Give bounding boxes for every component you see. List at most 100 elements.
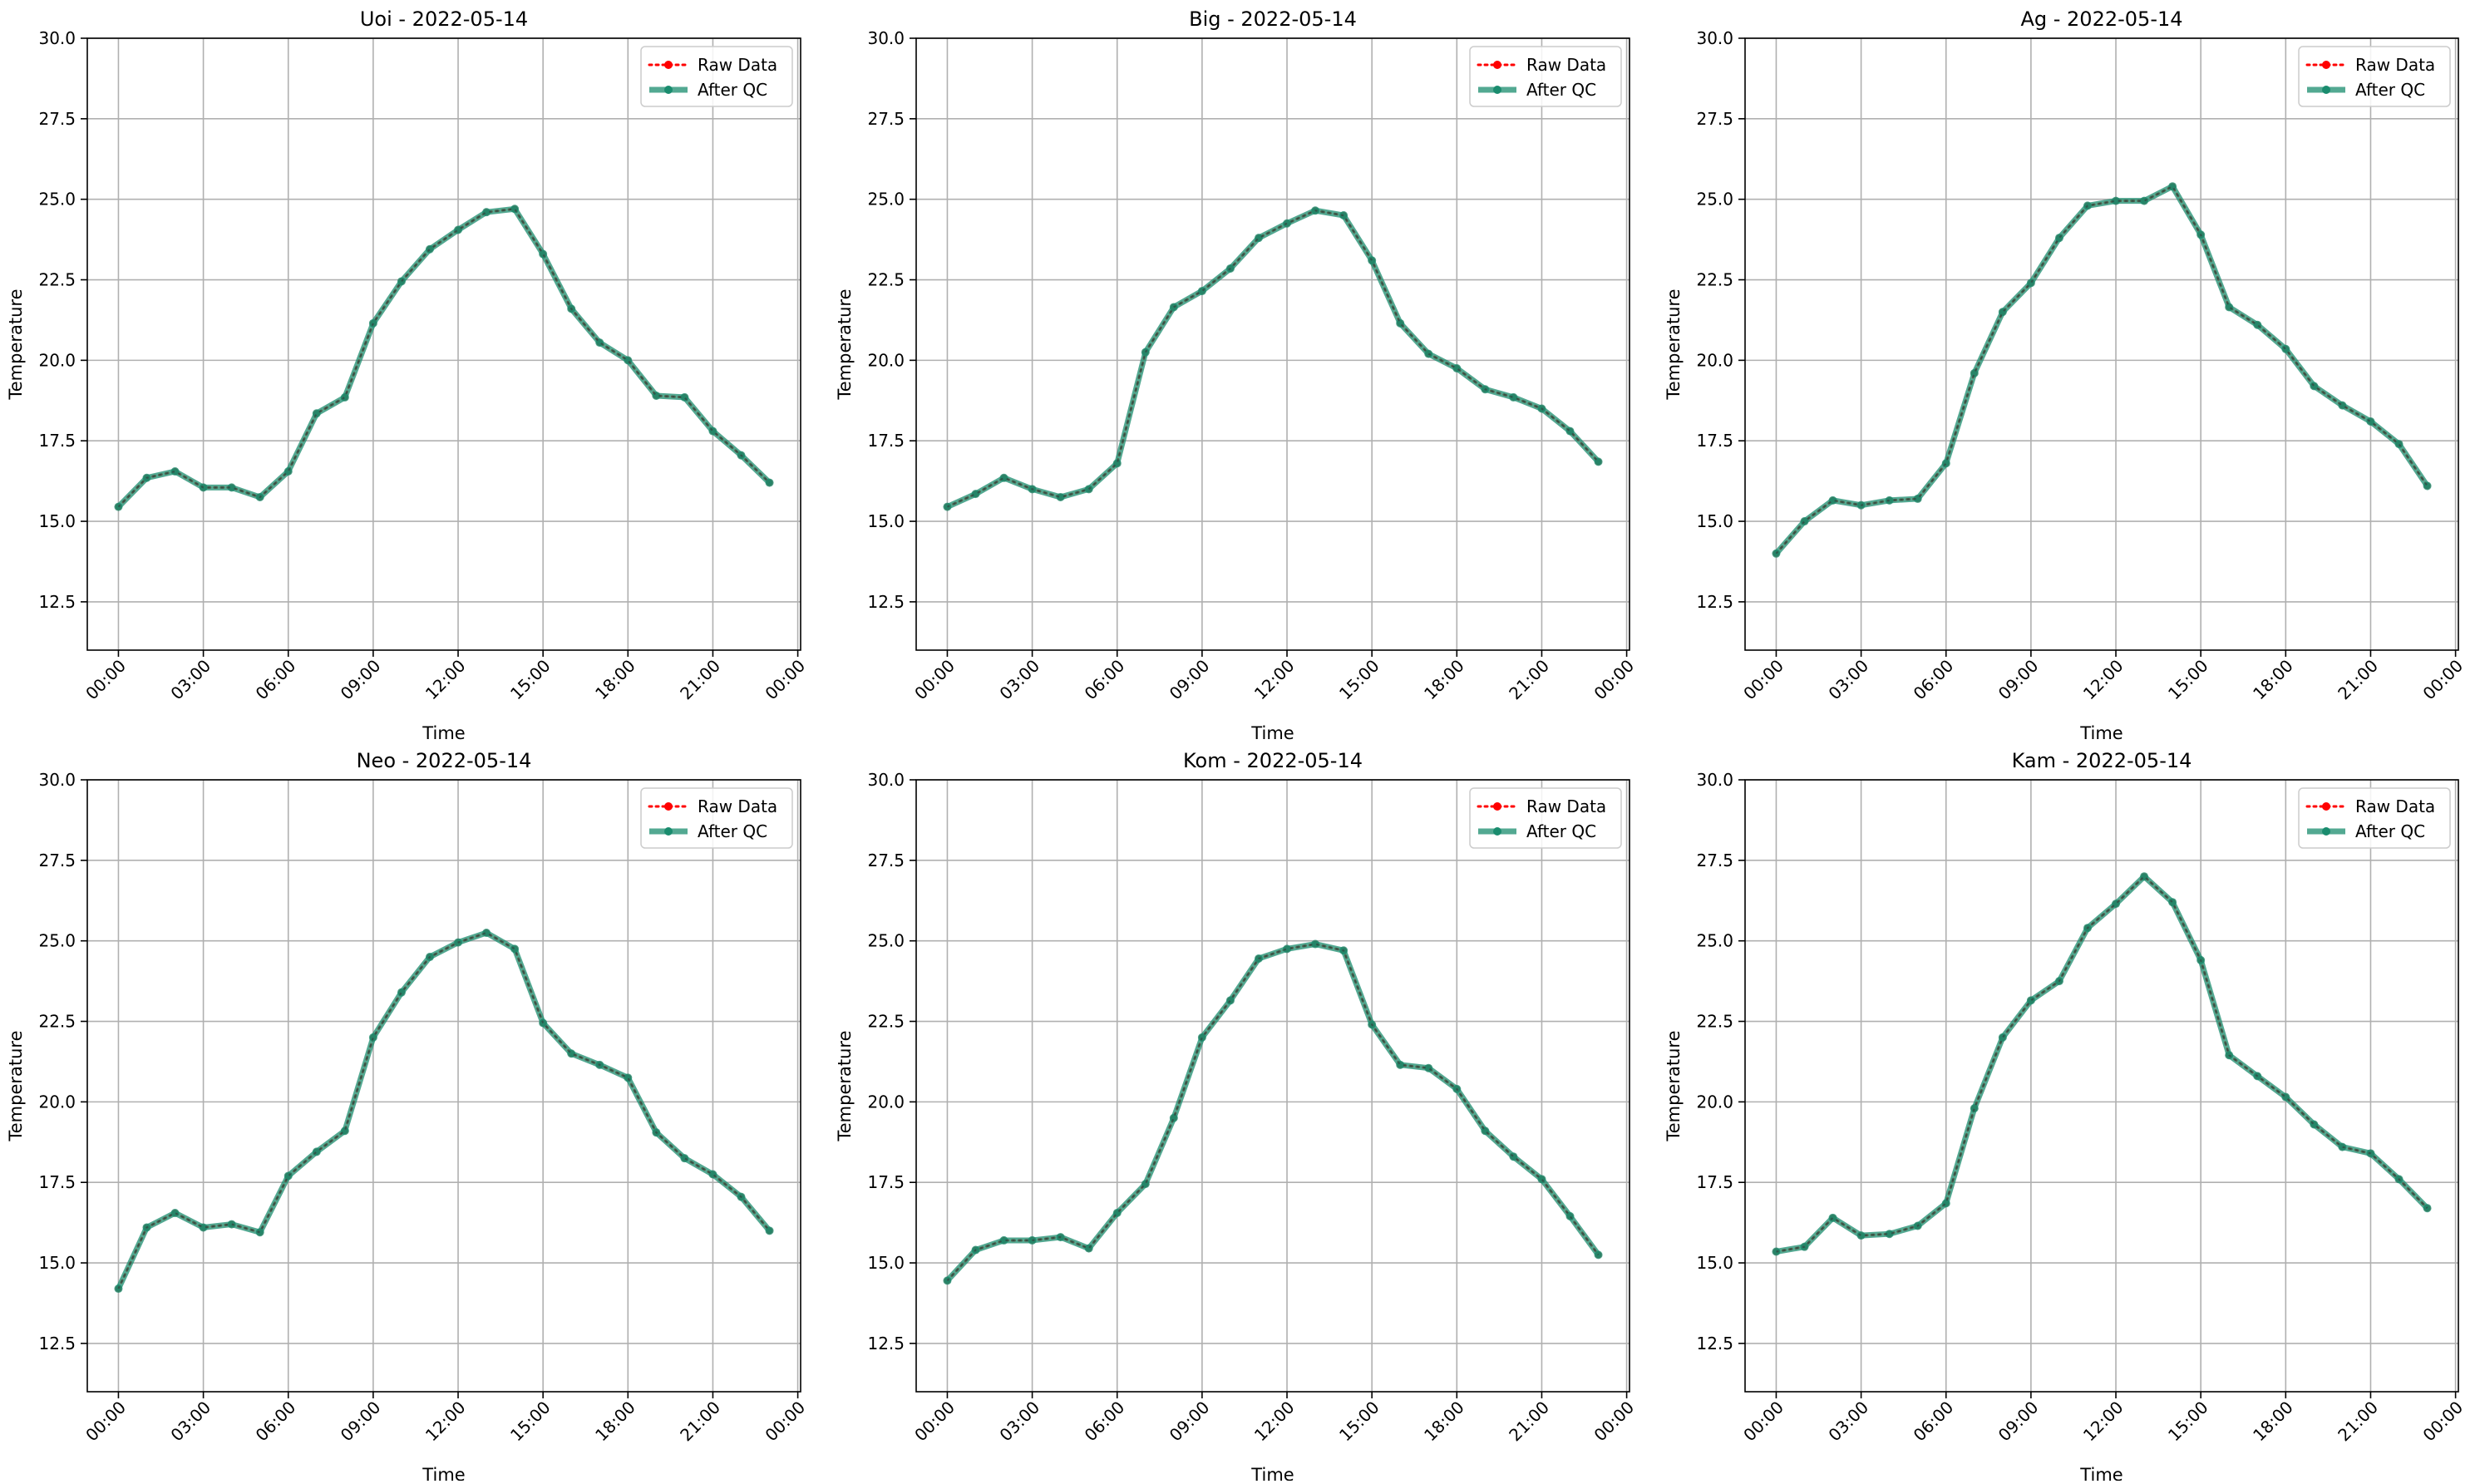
x-tick-label: 18:00 bbox=[591, 656, 639, 704]
legend-marker-after-qc bbox=[2322, 86, 2330, 94]
x-tick-label: 18:00 bbox=[1420, 656, 1468, 704]
plot-area bbox=[916, 38, 1630, 650]
x-tick-label: 06:00 bbox=[252, 1398, 300, 1446]
axes-frame bbox=[86, 37, 801, 651]
data-point-after-qc bbox=[510, 205, 520, 214]
legend-label-after-qc: After QC bbox=[698, 821, 767, 841]
y-axis-label: Temperature bbox=[6, 288, 26, 400]
y-tick-label: 20.0 bbox=[38, 1092, 76, 1112]
y-tick-label: 20.0 bbox=[867, 350, 905, 370]
data-point-after-qc bbox=[999, 473, 1008, 482]
legend: Raw Data After QC bbox=[2298, 787, 2451, 849]
legend-marker-raw-data bbox=[664, 802, 673, 811]
series-line-after-qc bbox=[944, 207, 1602, 510]
chart-title: Ag - 2022-05-14 bbox=[2020, 7, 2182, 31]
data-point-after-qc bbox=[624, 1073, 633, 1082]
chart-panel-2: 12.5 15.0 17.5 20.0 22.5 25.0 27.5 30.0 00:00 03:… bbox=[835, 7, 1638, 743]
plot-area bbox=[1745, 780, 2458, 1392]
y-tick-label: 17.5 bbox=[38, 431, 76, 451]
data-point-after-qc bbox=[1169, 1113, 1178, 1122]
x-tick-label: 06:00 bbox=[1081, 656, 1129, 704]
data-point-after-qc bbox=[1970, 368, 1979, 377]
legend-label-raw-data: Raw Data bbox=[698, 55, 777, 75]
legend: Raw Data After QC bbox=[1469, 46, 1622, 107]
data-point-after-qc bbox=[539, 249, 548, 259]
y-tick-label: 12.5 bbox=[1696, 592, 1733, 612]
legend-label-raw-data: Raw Data bbox=[2355, 55, 2435, 75]
data-point-after-qc bbox=[170, 467, 180, 476]
y-tick-label: 30.0 bbox=[1696, 28, 1733, 48]
y-tick-label: 12.5 bbox=[38, 1334, 76, 1353]
axes-frame bbox=[915, 37, 1630, 651]
data-point-after-qc bbox=[2026, 996, 2035, 1005]
x-tick-label: 15:00 bbox=[2164, 1398, 2212, 1446]
y-tick-label: 30.0 bbox=[867, 770, 905, 790]
data-point-after-qc bbox=[2281, 344, 2290, 353]
legend-marker-after-qc bbox=[2322, 827, 2330, 836]
x-tick-label: 00:00 bbox=[2418, 1398, 2467, 1446]
legend-marker-after-qc bbox=[1493, 86, 1501, 94]
y-tick-label: 17.5 bbox=[1696, 431, 1733, 451]
series-line-overlay bbox=[117, 931, 771, 1289]
x-axis-label: Time bbox=[2079, 723, 2123, 743]
data-point-after-qc bbox=[2112, 196, 2121, 205]
data-point-after-qc bbox=[1225, 996, 1235, 1005]
x-axis-label: Time bbox=[422, 1465, 465, 1481]
x-axis-label: Time bbox=[422, 723, 465, 743]
y-tick-label: 15.0 bbox=[38, 1253, 76, 1273]
y-tick-label: 25.0 bbox=[867, 190, 905, 210]
x-tick-label: 15:00 bbox=[1335, 656, 1383, 704]
x-tick-label: 00:00 bbox=[910, 656, 959, 704]
data-point-after-qc bbox=[971, 490, 980, 499]
legend-marker-raw-data bbox=[1493, 802, 1501, 811]
y-tick-label: 15.0 bbox=[867, 1253, 905, 1273]
data-point-after-qc bbox=[1197, 287, 1206, 296]
data-point-after-qc bbox=[1885, 1230, 1894, 1239]
x-tick-label: 00:00 bbox=[910, 1398, 959, 1446]
data-point-after-qc bbox=[227, 483, 236, 492]
y-tick-label: 20.0 bbox=[1696, 350, 1733, 370]
x-tick-label: 03:00 bbox=[1824, 656, 1872, 704]
x-tick-label: 21:00 bbox=[2334, 656, 2382, 704]
y-tick-label: 27.5 bbox=[1696, 109, 1733, 129]
data-point-after-qc bbox=[1856, 1231, 1866, 1240]
data-point-after-qc bbox=[283, 467, 293, 476]
series-line-overlay bbox=[1775, 185, 2428, 555]
x-tick-label: 00:00 bbox=[1739, 656, 1787, 704]
data-point-after-qc bbox=[765, 1226, 774, 1235]
axes-frame bbox=[86, 779, 801, 1393]
y-tick-label: 15.0 bbox=[1696, 1253, 1733, 1273]
y-tick-label: 25.0 bbox=[867, 931, 905, 951]
x-tick-label: 03:00 bbox=[995, 1398, 1043, 1446]
x-axis-label: Time bbox=[1250, 1465, 1294, 1481]
x-axis-label: Time bbox=[2079, 1465, 2123, 1481]
data-point-after-qc bbox=[454, 225, 463, 234]
data-point-after-qc bbox=[1998, 308, 2007, 317]
y-tick-label: 25.0 bbox=[1696, 931, 1733, 951]
data-point-after-qc bbox=[1941, 459, 1950, 468]
data-point-after-qc bbox=[1339, 211, 1348, 220]
chart-panel-6: 12.5 15.0 17.5 20.0 22.5 25.0 27.5 30.0 00:00 03:… bbox=[1664, 749, 2467, 1484]
x-tick-label: 03:00 bbox=[166, 1398, 214, 1446]
y-tick-label: 17.5 bbox=[867, 1172, 905, 1192]
y-axis-label: Temperature bbox=[6, 1030, 26, 1141]
x-tick-label: 03:00 bbox=[1824, 1398, 1872, 1446]
chart-title: Kom - 2022-05-14 bbox=[1183, 749, 1363, 772]
x-tick-label: 09:00 bbox=[337, 656, 385, 704]
y-tick-label: 12.5 bbox=[38, 592, 76, 612]
x-tick-label: 15:00 bbox=[2164, 656, 2212, 704]
data-point-after-qc bbox=[283, 1171, 293, 1181]
x-tick-label: 06:00 bbox=[1910, 1398, 1958, 1446]
x-tick-label: 12:00 bbox=[1250, 1398, 1299, 1446]
legend: Raw Data After QC bbox=[2298, 46, 2451, 107]
y-tick-label: 15.0 bbox=[38, 511, 76, 531]
series-line-after-qc bbox=[1772, 873, 2431, 1255]
data-point-after-qc bbox=[1452, 364, 1462, 373]
x-tick-label: 00:00 bbox=[1739, 1398, 1787, 1446]
y-tick-label: 22.5 bbox=[867, 270, 905, 290]
chart-panel-3: 12.5 15.0 17.5 20.0 22.5 25.0 27.5 30.0 00:00 03:… bbox=[1664, 7, 2467, 743]
y-tick-label: 20.0 bbox=[38, 350, 76, 370]
legend: Raw Data After QC bbox=[640, 787, 793, 849]
series-line-overlay bbox=[117, 208, 771, 508]
